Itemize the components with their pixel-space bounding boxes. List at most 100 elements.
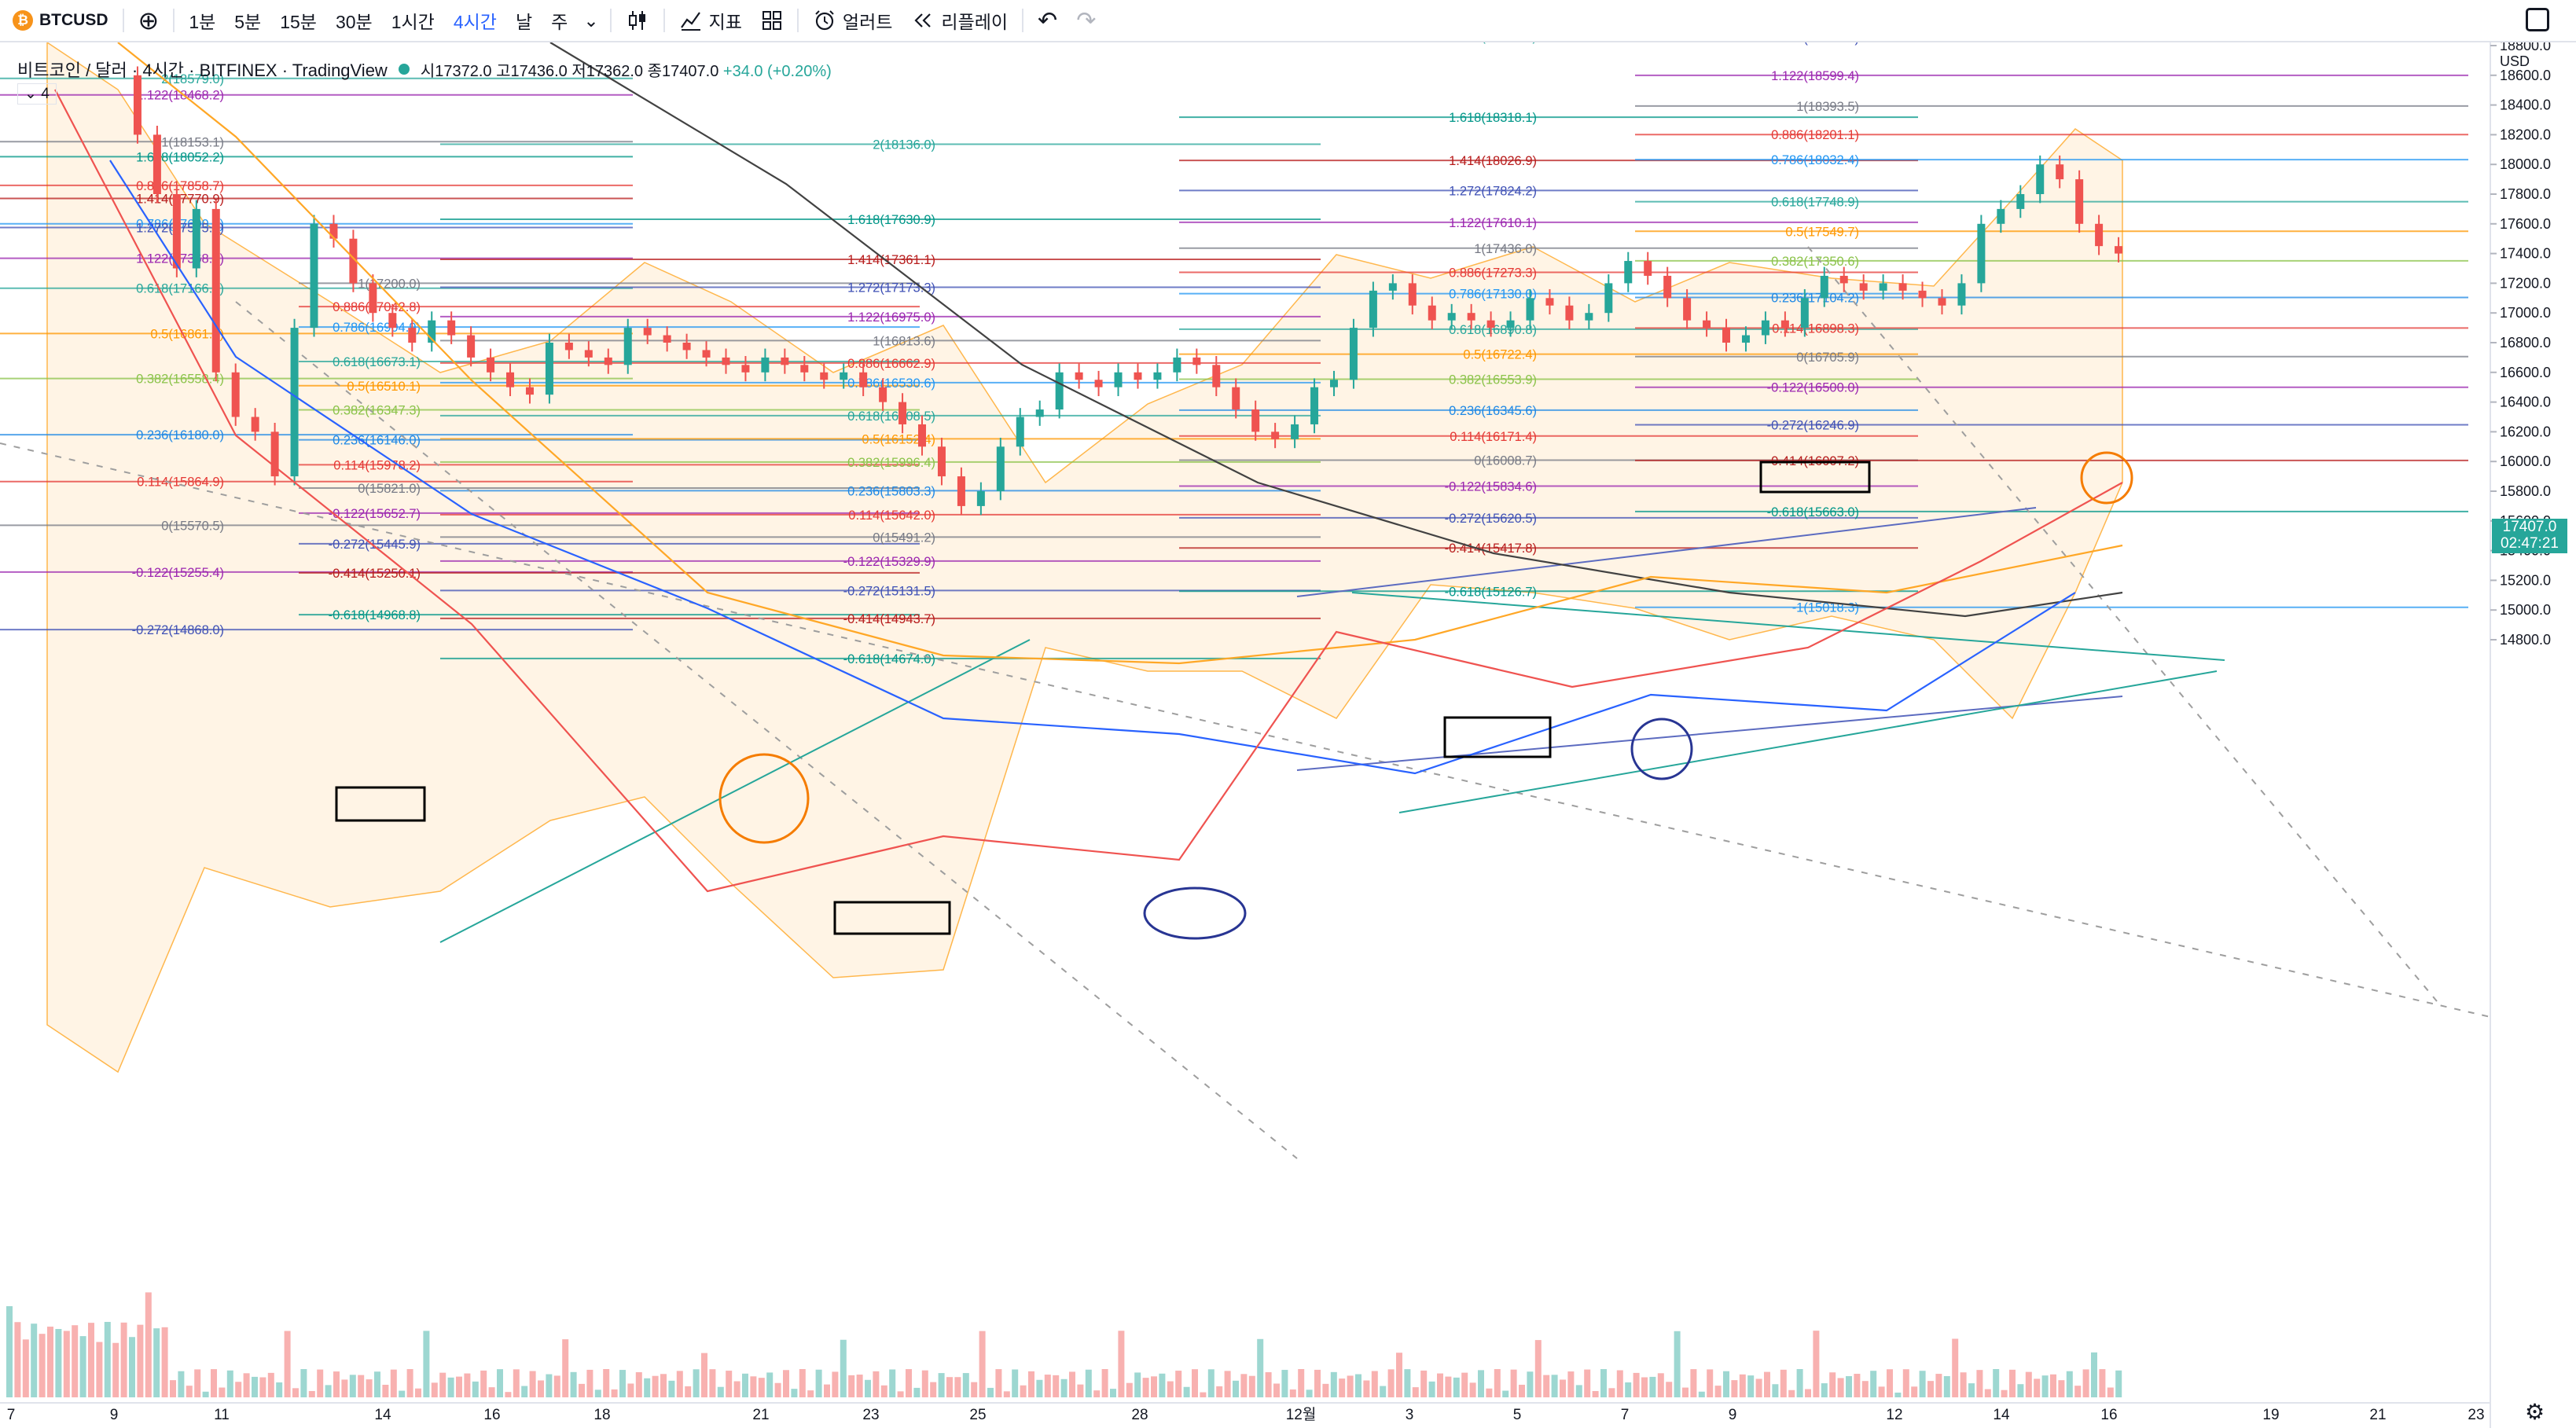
- currency-label: USD: [2500, 53, 2530, 69]
- add-symbol-icon[interactable]: ⊕: [138, 6, 160, 35]
- indicators-icon: [680, 12, 700, 31]
- volume-bar: [627, 1383, 634, 1397]
- volume-bar: [553, 1375, 560, 1397]
- volume-bar: [1788, 1389, 1795, 1397]
- volume-bar: [1527, 1371, 1534, 1397]
- interval-day[interactable]: 날: [515, 12, 533, 32]
- open-value: 시17372.0: [420, 62, 492, 80]
- price-axis[interactable]: 18800.0 18600.0 18400.0 18200.0 18000.0 17800…: [2490, 42, 2551, 648]
- volume-bar: [145, 1292, 152, 1397]
- candle-body: [2115, 246, 2123, 254]
- settings-icon[interactable]: ⚙: [2525, 1400, 2545, 1424]
- fib-level-label: 0.236(16146.0): [333, 434, 421, 448]
- ma200-line: [549, 42, 2123, 618]
- interval-5m[interactable]: 5분: [234, 12, 262, 32]
- alert-button[interactable]: 얼러트: [803, 0, 902, 41]
- fib-level-label: 1.618(18318.1): [1449, 111, 1537, 125]
- candle-body: [467, 335, 476, 358]
- fib-level-label: 0.5(16861.4): [150, 327, 224, 341]
- volume-bar: [750, 1376, 757, 1397]
- trend-line: [1351, 592, 2225, 661]
- undo-icon[interactable]: ↶: [1038, 7, 1058, 34]
- volume-bar: [979, 1331, 986, 1397]
- layouts-icon[interactable]: [751, 0, 792, 41]
- volume-bar: [1453, 1377, 1460, 1397]
- candle-body: [1114, 372, 1123, 387]
- candle-style-icon[interactable]: [616, 0, 659, 41]
- fib-level-label: 1.272(17824.2): [1449, 184, 1537, 198]
- moving-averages: [54, 42, 2123, 893]
- candle-body: [133, 75, 141, 135]
- volume-bar: [284, 1331, 291, 1397]
- chart-pane[interactable]: 1(18153.1)0.886(17858.7)0.786(17600.5)0.…: [0, 42, 2576, 1428]
- volume-bar: [1502, 1390, 1509, 1397]
- fullscreen-icon[interactable]: [2526, 8, 2549, 31]
- volume-bar: [1461, 1372, 1468, 1397]
- volume-bar: [1330, 1371, 1337, 1397]
- interval-1h[interactable]: 1시간: [391, 12, 435, 32]
- volume-bar: [1731, 1380, 1738, 1397]
- candle-body: [1467, 313, 1475, 321]
- candle-body: [1604, 283, 1613, 314]
- redo-icon[interactable]: ↷: [1076, 7, 1097, 34]
- volume-bar: [546, 1374, 553, 1397]
- volume-bar: [1216, 1386, 1223, 1397]
- indicator-length-chip[interactable]: ⌄ 4: [17, 83, 57, 105]
- interval-dropdown-icon[interactable]: ⌄: [583, 9, 599, 31]
- fib-level-label: 0.786(18032.4): [1771, 153, 1859, 167]
- volume-bar: [2001, 1389, 2008, 1397]
- volume-bar: [1543, 1375, 1550, 1397]
- volume-bar: [202, 1391, 209, 1397]
- fib-level-label: -0.272(15131.5): [843, 584, 935, 598]
- fib-level-label: -0.618(15126.7): [1445, 585, 1537, 599]
- candle-body: [957, 476, 965, 506]
- interval-week[interactable]: 주: [551, 12, 568, 32]
- volume-bar: [1192, 1369, 1198, 1397]
- volume-bar: [1142, 1378, 1149, 1397]
- fib-level-label: -0.272(15620.5): [1445, 512, 1537, 526]
- volume-bar: [848, 1375, 855, 1397]
- volume-bar: [22, 1339, 29, 1397]
- interval-15m[interactable]: 15분: [280, 12, 317, 32]
- candle-body: [1232, 387, 1240, 410]
- fib-level-label: 0.5(16510.1): [347, 380, 421, 394]
- fib-level-label: 1(17200.0): [358, 277, 421, 291]
- interval-4h[interactable]: 4시간: [453, 12, 497, 32]
- volume-bar: [1943, 1375, 1950, 1397]
- candle-body: [937, 446, 946, 477]
- volume-bar: [211, 1369, 217, 1397]
- fib-level-label: 1.272(17173.3): [847, 281, 935, 295]
- fib-level-label: 1.414(18026.9): [1449, 154, 1537, 168]
- interval-30m[interactable]: 30분: [335, 12, 373, 32]
- indicators-button[interactable]: 지표: [670, 0, 751, 41]
- high-value: 고17436.0: [496, 62, 568, 80]
- volume-bars: [6, 1292, 2122, 1397]
- volume-bar: [1298, 1369, 1305, 1397]
- symbol-search[interactable]: ₿ BTCUSD: [0, 0, 118, 41]
- volume-bar: [1747, 1375, 1755, 1397]
- fib-level-label: 1.272(18852.5): [1771, 42, 1859, 46]
- trend-line: [1296, 696, 2123, 771]
- volume-bar: [660, 1374, 667, 1397]
- volume-bar: [72, 1325, 79, 1397]
- volume-bar: [1347, 1375, 1354, 1397]
- candle-body: [310, 223, 318, 329]
- volume-bar: [1281, 1370, 1288, 1397]
- volume-bar: [921, 1370, 928, 1397]
- interval-1m[interactable]: 1분: [189, 12, 216, 32]
- volume-bar: [1478, 1370, 1484, 1397]
- volume-bar: [521, 1386, 528, 1397]
- candle-body: [1957, 283, 1966, 306]
- price-chart[interactable]: 1(18153.1)0.886(17858.7)0.786(17600.5)0.…: [0, 42, 2576, 1428]
- time-tick-label: 23: [862, 1407, 879, 1423]
- candle-body: [1820, 275, 1828, 299]
- time-axis[interactable]: 7 9 11 14 16 18 21 23 25 28 12월 3 5 7 9 12 14 16 19 21 23: [7, 1406, 2485, 1423]
- trend-line: [439, 639, 1031, 943]
- volume-bar: [39, 1334, 46, 1397]
- volume-bar: [1657, 1373, 1664, 1397]
- volume-bar: [2058, 1380, 2065, 1397]
- replay-button[interactable]: 리플레이: [902, 0, 1017, 41]
- volume-bar: [783, 1370, 789, 1397]
- volume-bar: [1772, 1384, 1779, 1397]
- candle-body: [976, 491, 985, 506]
